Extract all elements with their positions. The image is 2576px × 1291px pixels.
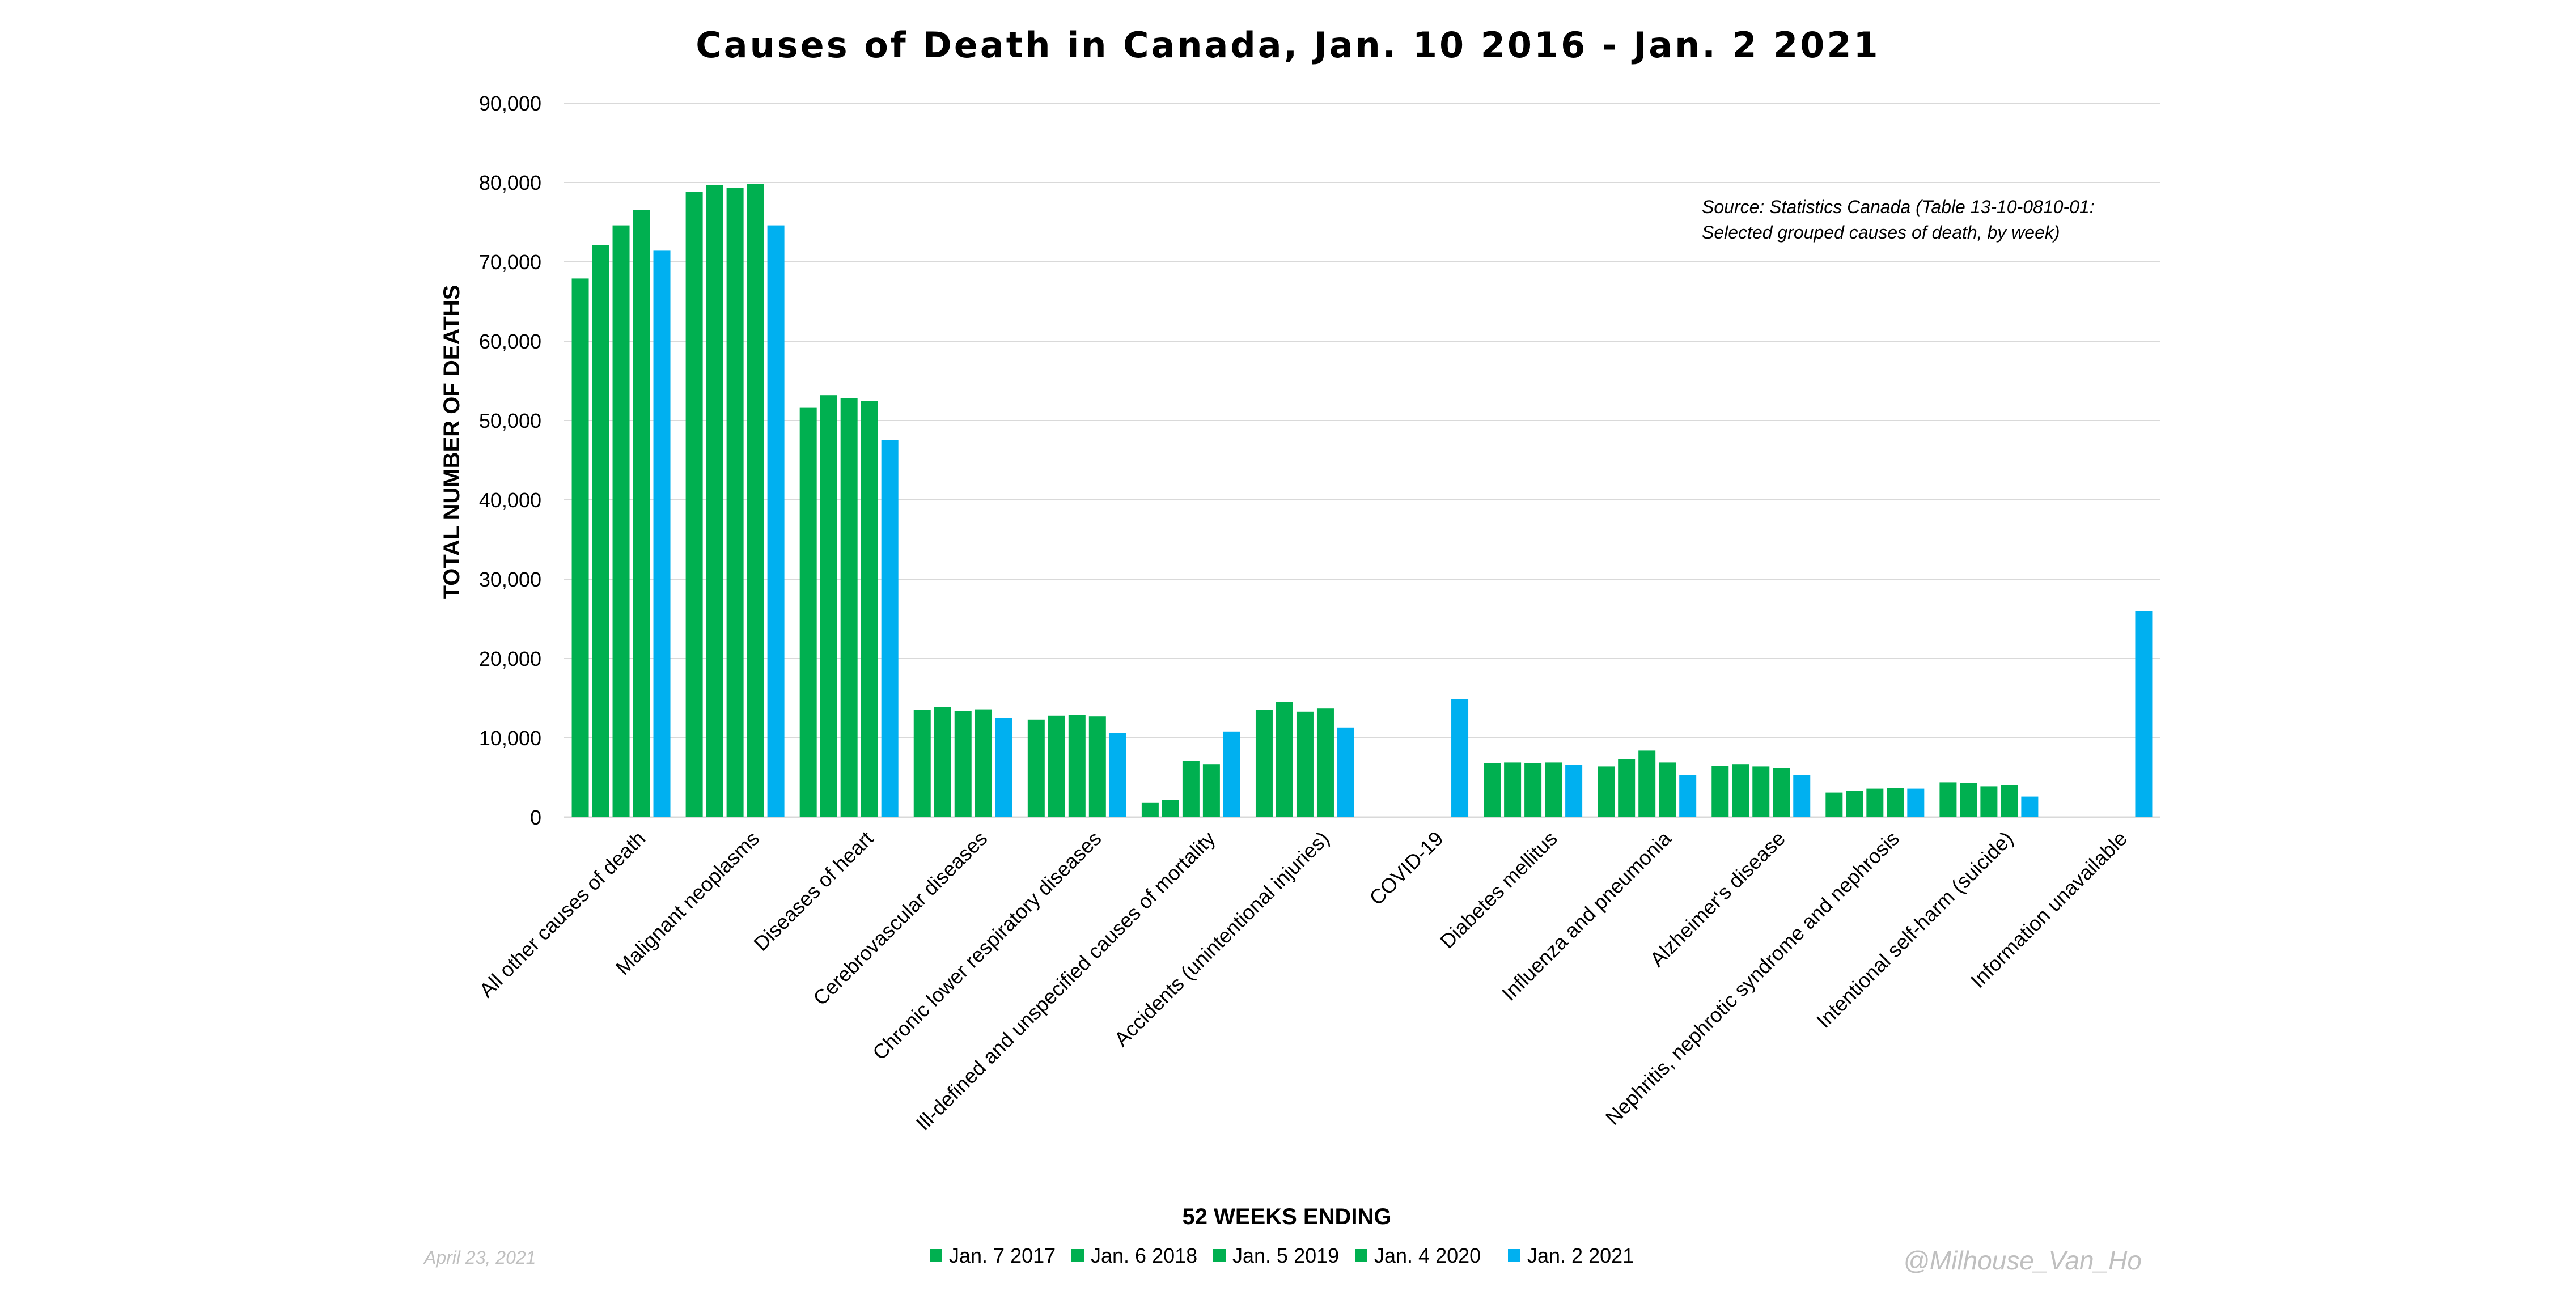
bar — [934, 707, 951, 817]
bar — [706, 185, 723, 818]
bar — [1866, 788, 1884, 817]
bar — [995, 718, 1012, 817]
bar — [592, 245, 609, 818]
bar — [1316, 708, 1334, 817]
bar — [799, 407, 817, 817]
bar — [881, 440, 899, 817]
bar — [840, 398, 858, 817]
bar — [1732, 764, 1749, 817]
bar — [861, 401, 878, 817]
y-tick-label: 40,000 — [479, 489, 541, 512]
footer-date: April 23, 2021 — [423, 1247, 536, 1268]
y-tick-label: 70,000 — [479, 250, 541, 274]
y-tick-label: 50,000 — [479, 409, 541, 432]
bar — [975, 709, 992, 817]
source-annotation-line-2: Selected grouped causes of death, by wee… — [1702, 222, 2060, 243]
y-tick-label: 90,000 — [479, 92, 541, 115]
bar — [747, 184, 764, 817]
y-axis-ticks: 0 10,000 20,000 30,000 40,000 50,000 60,000 70,… — [479, 92, 541, 829]
bar — [1109, 733, 1126, 817]
bar — [1846, 791, 1863, 817]
bar — [1887, 788, 1904, 817]
bar — [1296, 711, 1314, 817]
bar — [954, 711, 972, 817]
bar — [2001, 785, 2018, 817]
legend-swatch — [1071, 1249, 1084, 1262]
bar — [1659, 762, 1676, 817]
bar — [1980, 786, 1998, 817]
bar — [1504, 762, 1522, 817]
bar — [1618, 759, 1636, 817]
bar — [913, 710, 931, 817]
bar — [767, 225, 785, 818]
bar — [1773, 768, 1790, 817]
bar — [1451, 699, 1469, 817]
y-tick-label: 10,000 — [479, 727, 541, 750]
bar — [653, 250, 671, 817]
bar — [685, 192, 703, 817]
bar — [1223, 731, 1240, 817]
bar — [1484, 763, 1501, 817]
bar — [1255, 710, 1273, 817]
bar — [1825, 792, 1843, 817]
bar — [1960, 783, 1977, 817]
bar — [1276, 702, 1293, 817]
bars — [571, 184, 2153, 818]
legend-swatch — [930, 1249, 942, 1262]
bar — [1088, 716, 1106, 817]
legend-swatch — [1355, 1249, 1367, 1262]
legend: Jan. 7 2017 Jan. 6 2018 Jan. 5 2019 Jan. 4 … — [930, 1244, 1634, 1267]
bar — [1048, 715, 1065, 817]
y-tick-label: 20,000 — [479, 647, 541, 670]
bar — [571, 278, 589, 817]
y-tick-label: 80,000 — [479, 171, 541, 194]
bar — [633, 210, 650, 817]
bar — [1638, 750, 1656, 817]
y-tick-label: 0 — [530, 806, 541, 829]
bar — [1711, 766, 1729, 817]
bar — [1027, 719, 1045, 817]
bar — [1939, 782, 1957, 817]
bar — [726, 188, 744, 817]
footer-handle: @Milhouse_Van_Ho — [1903, 1246, 2142, 1275]
source-annotation-line-1: Source: Statistics Canada (Table 13-10-0… — [1702, 197, 2095, 217]
bar — [1598, 766, 1615, 817]
bar — [820, 395, 837, 817]
bar — [1565, 765, 1583, 817]
bar — [1752, 766, 1770, 817]
bar — [1162, 800, 1179, 817]
bar — [1337, 727, 1354, 817]
legend-swatch — [1508, 1249, 1520, 1262]
bar — [612, 225, 630, 818]
x-axis-title: 52 WEEKS ENDING — [1183, 1204, 1392, 1229]
bar — [1141, 802, 1159, 817]
bar — [2021, 796, 2039, 817]
bar — [1068, 715, 1086, 817]
bar — [1202, 764, 1220, 817]
chart-title: Causes of Death in Canada, Jan. 10 2016 … — [696, 24, 1880, 66]
legend-label: Jan. 5 2019 — [1232, 1244, 1339, 1267]
y-tick-label: 60,000 — [479, 330, 541, 353]
legend-label: Jan. 2 2021 — [1527, 1244, 1634, 1267]
legend-swatch — [1213, 1249, 1226, 1262]
bar — [1907, 788, 1925, 817]
bar — [1524, 763, 1542, 817]
legend-label: Jan. 6 2018 — [1091, 1244, 1197, 1267]
bar — [1545, 762, 1562, 817]
bar — [1182, 761, 1200, 817]
bar — [1679, 775, 1697, 817]
bar — [1793, 775, 1811, 817]
legend-label: Jan. 4 2020 — [1374, 1244, 1481, 1267]
legend-label: Jan. 7 2017 — [949, 1244, 1056, 1267]
y-axis-title: TOTAL NUMBER OF DEATHS — [439, 285, 464, 600]
bar — [2135, 611, 2153, 817]
y-tick-label: 30,000 — [479, 568, 541, 591]
